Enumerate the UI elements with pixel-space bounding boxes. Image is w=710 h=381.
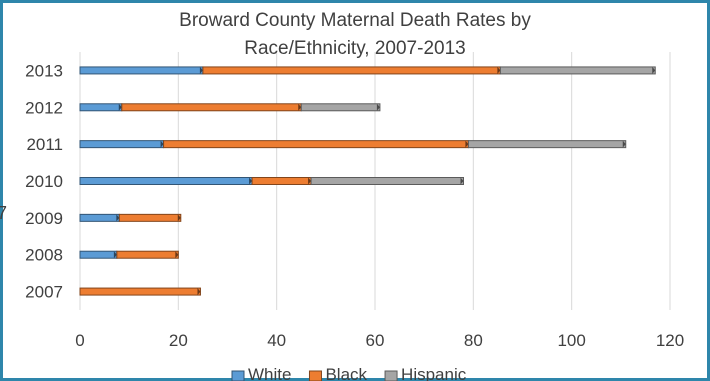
y-category-label-2010: 2010: [25, 172, 63, 191]
bar-black-2009: [118, 213, 182, 222]
legend-label-hispanic: Hispanic: [401, 365, 467, 381]
bar-cap-white-2008: [113, 251, 117, 259]
legend-swatch-black: [308, 370, 322, 381]
bar-hispanic-2013: [499, 66, 656, 75]
bar-cap-hispanic-2012: [376, 103, 380, 111]
x-tick-label-20: 20: [169, 331, 188, 350]
bar-cap-hispanic-2010: [460, 177, 464, 185]
y-category-label-2007: 2007: [25, 283, 63, 302]
bar-black-2012: [121, 103, 302, 112]
x-tick-label-120: 120: [656, 331, 684, 350]
bar-cap-hispanic-2013: [652, 66, 656, 74]
bar-black-2008: [116, 250, 179, 259]
chart-title-line-1: Broward County Maternal Death Rates by: [179, 10, 531, 31]
bar-cap-black-2013: [497, 66, 501, 74]
bar-white-2011: [79, 140, 165, 149]
bar-cap-black-2011: [465, 140, 469, 148]
legend-label-white: White: [248, 365, 291, 381]
y-category-label-2011: 2011: [26, 135, 63, 154]
bar-black-2011: [163, 140, 469, 149]
x-tick-label-0: 0: [75, 331, 84, 350]
bar-cap-white-2011: [160, 140, 164, 148]
bar-cap-black-2009: [177, 214, 181, 222]
bar-black-2007: [79, 287, 201, 296]
bar-white-2008: [79, 250, 118, 259]
x-tick-label-80: 80: [464, 331, 483, 350]
bar-cap-white-2013: [199, 66, 203, 74]
y-category-label-2012: 2012: [25, 98, 63, 117]
bar-black-2013: [202, 66, 501, 75]
legend-label-black: Black: [325, 365, 367, 381]
bar-white-2012: [79, 103, 123, 112]
chart-title-line-2: Race/Ethnicity, 2007-2013: [244, 38, 466, 59]
x-tick-label-40: 40: [267, 331, 286, 350]
bar-cap-black-2012: [298, 103, 302, 111]
y-category-label-2013: 2013: [25, 61, 63, 80]
bar-white-2010: [79, 177, 253, 185]
bar-black-2010: [251, 177, 312, 185]
bar-cap-black-2007: [197, 288, 201, 296]
x-tick-label-100: 100: [557, 331, 585, 350]
bar-cap-white-2009: [116, 214, 120, 222]
legend-swatch-hispanic: [384, 370, 398, 381]
bar-hispanic-2010: [310, 177, 465, 185]
legend-swatch-white: [231, 370, 245, 381]
bar-cap-hispanic-2011: [622, 140, 626, 148]
bar-white-2013: [79, 66, 204, 75]
bar-cap-white-2010: [249, 177, 253, 185]
stray-label: 7: [0, 203, 8, 223]
bar-cap-black-2008: [175, 251, 179, 259]
x-tick-label-60: 60: [366, 331, 385, 350]
bar-hispanic-2012: [300, 103, 381, 112]
bar-cap-white-2012: [118, 103, 122, 111]
bar-cap-black-2010: [308, 177, 312, 185]
bar-white-2009: [79, 213, 120, 222]
y-category-label-2008: 2008: [25, 246, 63, 265]
bar-hispanic-2011: [467, 140, 627, 149]
y-category-label-2009: 2009: [25, 209, 63, 228]
